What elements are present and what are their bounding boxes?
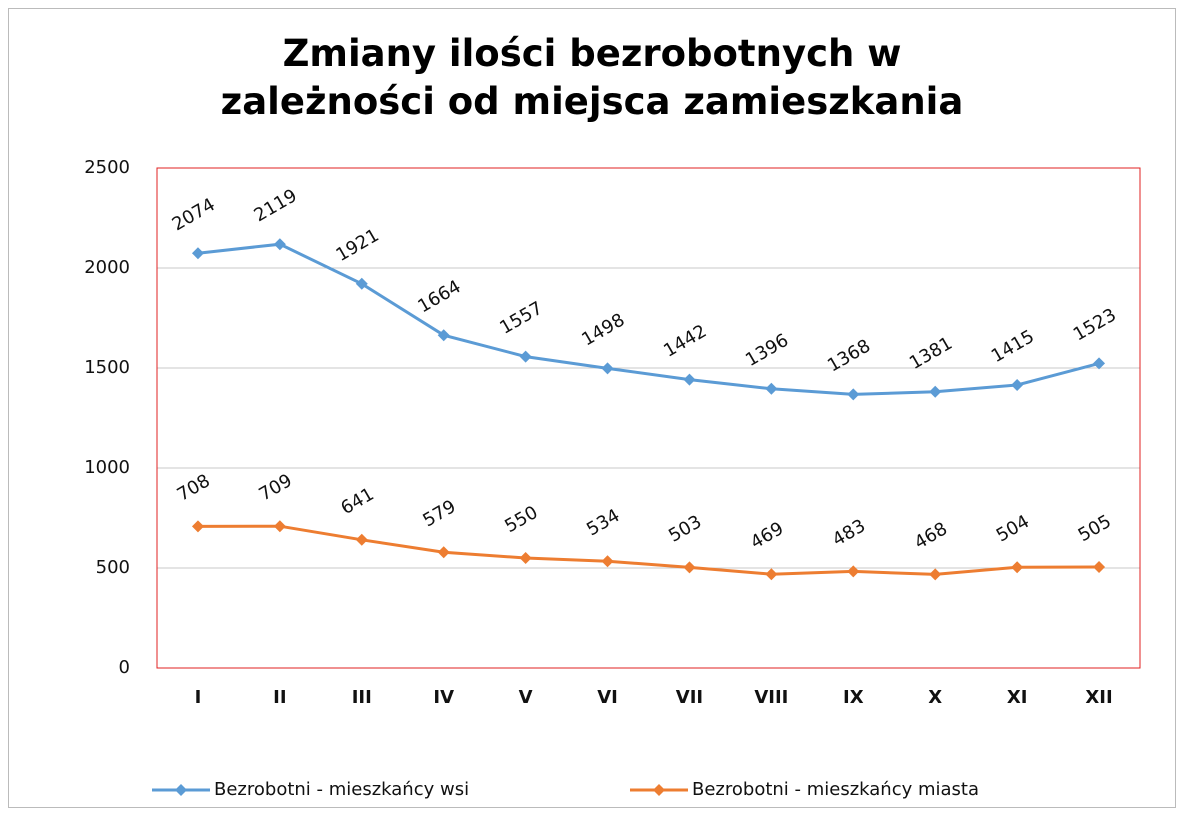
chart-title-box: Zmiany ilości bezrobotnych w zależności … [140, 30, 1044, 126]
x-tick-label: IX [843, 687, 864, 708]
y-tick-label: 1500 [84, 357, 130, 378]
data-label: 1557 [496, 298, 546, 339]
legend-label: Bezrobotni - mieszkańcy wsi [214, 779, 469, 800]
legend-marker [653, 784, 665, 796]
x-tick-label: VI [597, 687, 618, 708]
point [519, 350, 532, 363]
legend-label: Bezrobotni - mieszkańcy miasta [692, 779, 979, 800]
data-label: 1498 [578, 309, 628, 350]
x-tick-label: II [273, 687, 286, 708]
y-tick-label: 2500 [84, 157, 130, 178]
y-tick-label: 500 [96, 557, 130, 578]
data-label: 550 [501, 502, 541, 537]
point [683, 561, 696, 574]
x-tick-label: III [352, 687, 372, 708]
data-label: 2119 [251, 185, 301, 226]
x-tick-label: IV [433, 687, 454, 708]
data-label: 1396 [742, 330, 792, 371]
point [519, 552, 532, 564]
data-label: 1664 [414, 276, 464, 317]
data-label: 1442 [660, 321, 710, 362]
point [765, 382, 778, 395]
series-line [197, 242, 1100, 396]
point [273, 238, 286, 251]
data-label: 504 [993, 511, 1033, 546]
point [601, 362, 614, 375]
x-tick-label: X [928, 687, 942, 708]
x-tick-label: V [519, 687, 533, 708]
data-label: 709 [255, 470, 295, 505]
point [1011, 561, 1024, 574]
x-tick-label: VII [676, 687, 703, 708]
point [191, 520, 204, 533]
y-tick-label: 1000 [84, 457, 130, 478]
data-label: 1368 [824, 335, 874, 376]
chart-frame [8, 8, 1176, 808]
y-tick-label: 0 [119, 657, 130, 678]
data-label: 1921 [332, 225, 382, 266]
data-label: 468 [911, 518, 951, 553]
x-tick-label: XI [1007, 687, 1028, 708]
data-label: 1415 [988, 326, 1038, 367]
point [929, 568, 942, 581]
point [847, 565, 860, 578]
data-label: 503 [665, 511, 705, 546]
point [355, 277, 368, 290]
point [1011, 379, 1024, 391]
point [765, 568, 778, 581]
data-label: 469 [747, 518, 787, 553]
data-label: 579 [419, 496, 459, 531]
data-label: 505 [1075, 511, 1115, 546]
point [601, 555, 614, 568]
point [1093, 561, 1106, 573]
point [437, 329, 450, 342]
point [847, 388, 860, 401]
point [355, 533, 368, 546]
point [683, 373, 696, 386]
point [191, 247, 204, 260]
point [437, 546, 450, 559]
y-tick-label: 2000 [84, 257, 130, 278]
data-label: 641 [337, 484, 377, 519]
data-label: 708 [174, 470, 214, 505]
point [273, 520, 286, 533]
series-line [197, 524, 1100, 576]
data-label: 483 [829, 515, 869, 550]
data-label: 534 [583, 505, 623, 540]
plot-border [156, 167, 1141, 669]
data-label: 2074 [169, 194, 219, 235]
data-label: 1523 [1070, 304, 1120, 345]
point [1093, 357, 1106, 370]
x-tick-label: XII [1085, 687, 1112, 708]
x-tick-label: VIII [754, 687, 788, 708]
chart-title: Zmiany ilości bezrobotnych w zależności … [220, 32, 964, 123]
x-tick-label: I [195, 687, 202, 708]
legend-marker [175, 784, 187, 796]
point [929, 385, 942, 398]
